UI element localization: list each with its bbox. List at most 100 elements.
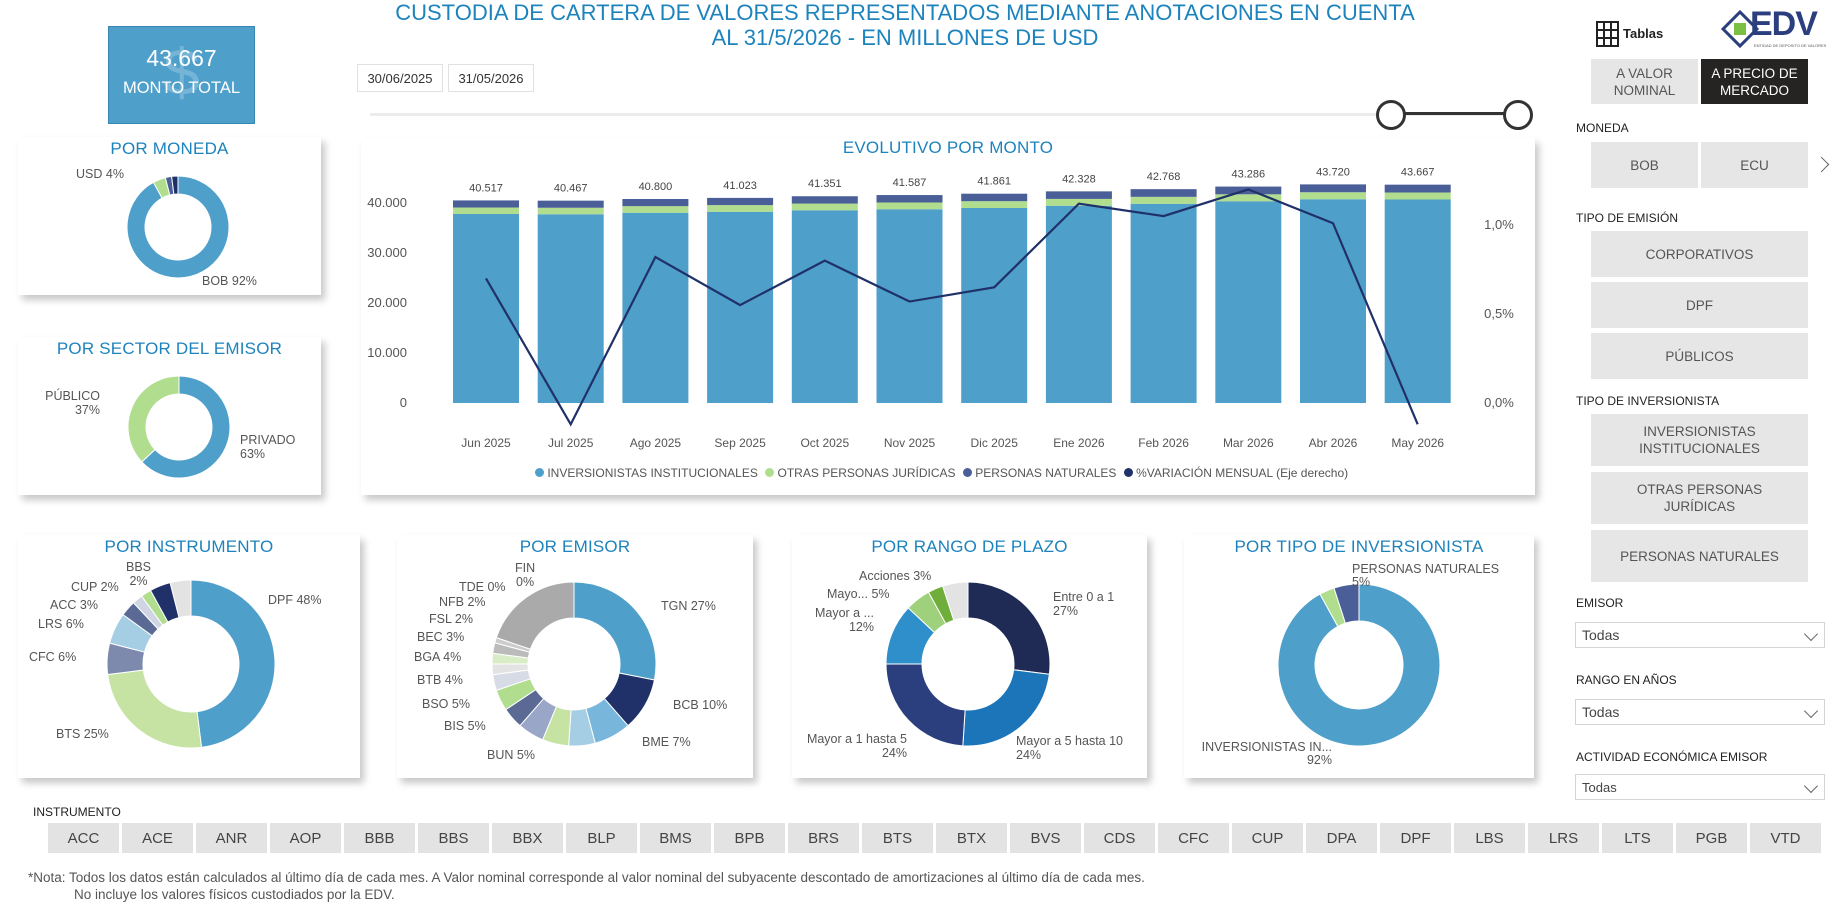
otras-personas-juridicas-button[interactable]: OTRAS PERSONAS JURÍDICAS xyxy=(1591,472,1808,524)
instrumento-dpa-button[interactable]: DPA xyxy=(1306,823,1377,853)
corporativos-button[interactable]: CORPORATIVOS xyxy=(1591,231,1808,277)
bar-segment[interactable] xyxy=(876,195,943,203)
date-end-input[interactable]: 31/05/2026 xyxy=(448,64,534,92)
dpf-button[interactable]: DPF xyxy=(1591,282,1808,328)
actividad-dropdown[interactable]: Todas xyxy=(1575,774,1825,800)
bar-segment[interactable] xyxy=(1045,198,1112,206)
por-sector-donut[interactable] xyxy=(18,337,321,495)
date-start-input[interactable]: 30/06/2025 xyxy=(357,64,443,92)
bar-segment[interactable] xyxy=(1130,203,1197,403)
rango-dropdown[interactable]: Todas xyxy=(1575,699,1825,725)
instrumento-pgb-button[interactable]: PGB xyxy=(1676,823,1747,853)
instrumento-slice[interactable] xyxy=(107,669,203,749)
bar-segment[interactable] xyxy=(961,208,1028,403)
emisor-slice[interactable] xyxy=(573,581,657,681)
instrumento-aop-button[interactable]: AOP xyxy=(270,823,341,853)
instrumento-bbx-button[interactable]: BBX xyxy=(492,823,563,853)
bar-segment[interactable] xyxy=(1130,196,1197,204)
bar-segment[interactable] xyxy=(707,211,774,403)
personas-naturales-button[interactable]: PERSONAS NATURALES xyxy=(1591,530,1808,582)
instrumento-lts-button[interactable]: LTS xyxy=(1602,823,1673,853)
por-tipo-inv-donut[interactable] xyxy=(1184,535,1534,778)
instrumento-blp-button[interactable]: BLP xyxy=(566,823,637,853)
emisor-dropdown[interactable]: Todas xyxy=(1575,622,1825,648)
bar-segment[interactable] xyxy=(707,197,774,206)
instrumento-ace-button[interactable]: ACE xyxy=(122,823,193,853)
instrumento-cds-button[interactable]: CDS xyxy=(1084,823,1155,853)
instrumento-bbb-button[interactable]: BBB xyxy=(344,823,415,853)
instrumento-cfc-button[interactable]: CFC xyxy=(1158,823,1229,853)
moneda-slice[interactable] xyxy=(171,175,179,195)
evolutivo-chart[interactable]: 40.000 30.000 20.000 10.000 0 1,0% 0,5% 0,0% 40.… xyxy=(361,138,1535,495)
variacion-line[interactable] xyxy=(485,188,1419,427)
bar-segment[interactable] xyxy=(1130,189,1197,197)
instrumento-bpb-button[interactable]: BPB xyxy=(714,823,785,853)
instrumento-acc-button[interactable]: ACC xyxy=(48,823,119,853)
date-slider-handle-end[interactable] xyxy=(1503,100,1533,130)
bar-segment[interactable] xyxy=(537,200,604,208)
bar-segment[interactable] xyxy=(1384,192,1451,200)
moneda-slice[interactable] xyxy=(126,175,230,279)
moneda-bob-button[interactable]: BOB xyxy=(1591,142,1698,188)
bar-segment[interactable] xyxy=(961,193,1028,202)
instrumento-bts-button[interactable]: BTS xyxy=(862,823,933,853)
bar-segment[interactable] xyxy=(622,199,689,207)
inversionistas-institucionales-button[interactable]: INVERSIONISTAS INSTITUCIONALES xyxy=(1591,414,1808,466)
bar-segment[interactable] xyxy=(1300,184,1366,193)
bar-segment[interactable] xyxy=(1300,192,1366,200)
bar-segment[interactable] xyxy=(537,214,604,403)
instrumento-lrs-button[interactable]: LRS xyxy=(1528,823,1599,853)
bar-segment[interactable] xyxy=(453,207,519,215)
instrumento-vtd-button[interactable]: VTD xyxy=(1750,823,1821,853)
bar-segment[interactable] xyxy=(876,209,943,403)
publicos-button[interactable]: PÚBLICOS xyxy=(1591,333,1808,379)
instrumento-slice[interactable] xyxy=(169,579,192,619)
instrumento-brs-button[interactable]: BRS xyxy=(788,823,859,853)
bar-segment[interactable] xyxy=(707,205,774,212)
precio-mercado-toggle[interactable]: A PRECIO DE MERCADO xyxy=(1701,59,1808,104)
bar-segment[interactable] xyxy=(1045,191,1112,199)
tipo-inv-slice[interactable] xyxy=(1277,583,1441,747)
date-slider-handle-start[interactable] xyxy=(1376,100,1406,130)
chevron-right-icon[interactable] xyxy=(1813,156,1830,173)
bar-segment[interactable] xyxy=(876,202,943,210)
instrumento-btx-button[interactable]: BTX xyxy=(936,823,1007,853)
tipo-inv-slice[interactable] xyxy=(1333,583,1360,624)
instrumento-slice[interactable] xyxy=(190,579,276,748)
instrumento-cup-button[interactable]: CUP xyxy=(1232,823,1303,853)
bar-segment[interactable] xyxy=(791,196,858,204)
bar-segment[interactable] xyxy=(1215,201,1282,403)
bar-segment[interactable] xyxy=(453,214,519,403)
valor-nominal-toggle[interactable]: A VALOR NOMINAL xyxy=(1591,59,1698,104)
bar-segment[interactable] xyxy=(1384,199,1451,404)
instrumento-lbs-button[interactable]: LBS xyxy=(1454,823,1525,853)
bar-segment[interactable] xyxy=(1045,205,1112,403)
bar-segment[interactable] xyxy=(622,212,689,403)
bar-segment[interactable] xyxy=(622,206,689,213)
emisor-slice[interactable] xyxy=(495,581,575,650)
instrumento-bvs-button[interactable]: BVS xyxy=(1010,823,1081,853)
bar-segment[interactable] xyxy=(791,203,858,211)
bar-segment[interactable] xyxy=(961,201,1028,208)
bar-segment[interactable] xyxy=(537,207,604,215)
por-emisor-donut[interactable] xyxy=(397,535,753,778)
moneda-ecu-button[interactable]: ECU xyxy=(1701,142,1808,188)
bar-segment[interactable] xyxy=(1384,184,1451,193)
bar-segment[interactable] xyxy=(1215,194,1282,202)
plazo-slice[interactable] xyxy=(967,581,1051,675)
sector-slice[interactable] xyxy=(141,375,231,479)
sector-slice[interactable] xyxy=(127,375,180,463)
date-slider-track[interactable] xyxy=(370,113,1520,116)
instrumento-bms-button[interactable]: BMS xyxy=(640,823,711,853)
por-instrumento-donut[interactable] xyxy=(18,535,360,778)
bar-segment[interactable] xyxy=(791,210,858,403)
bar-segment[interactable] xyxy=(453,200,519,208)
instrumento-dpf-button[interactable]: DPF xyxy=(1380,823,1451,853)
plazo-slice[interactable] xyxy=(942,581,969,621)
instrumento-bbs-button[interactable]: BBS xyxy=(418,823,489,853)
bar-segment[interactable] xyxy=(1300,199,1366,403)
por-moneda-donut[interactable] xyxy=(18,137,321,295)
instrumento-anr-button[interactable]: ANR xyxy=(196,823,267,853)
tables-button[interactable]: Tablas xyxy=(1596,21,1676,49)
por-plazo-donut[interactable] xyxy=(792,535,1147,778)
